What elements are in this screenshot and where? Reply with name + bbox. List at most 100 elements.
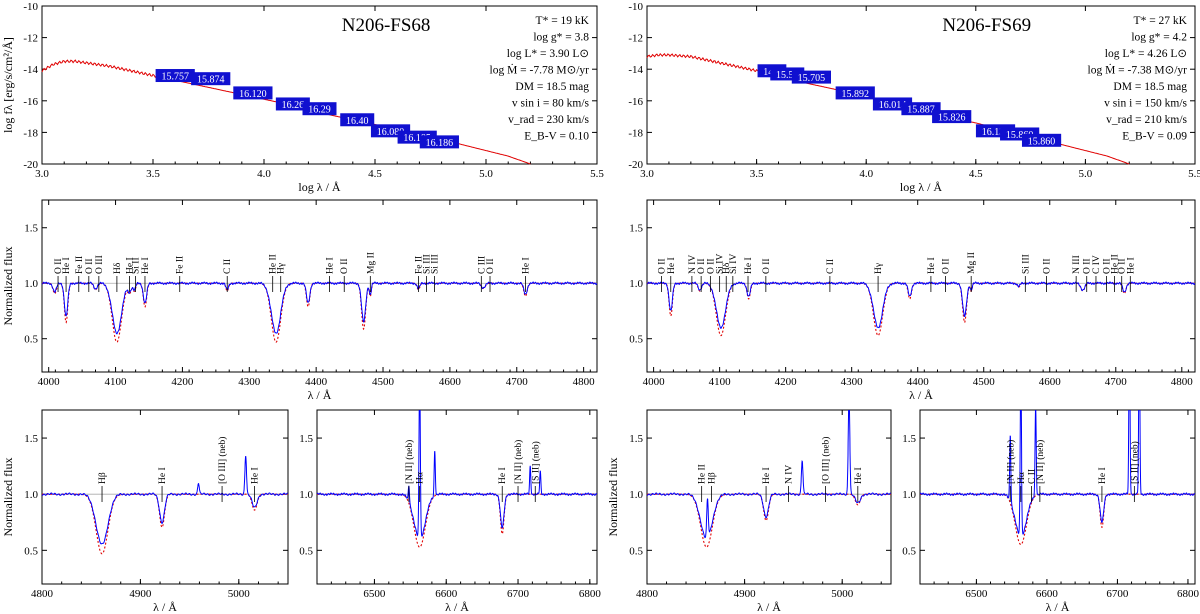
- sed_left-panel: 3.0 3.5 4.0 4.5 5.0 5.5 -20 -18 -16 -14 -12 -10 log …: [1, 1, 604, 194]
- sed_right-param: T* = 27 kK: [1134, 15, 1188, 27]
- sed_left-title: N206-FS68: [342, 15, 431, 36]
- hbeta_left-ytick-label: 1.0: [24, 489, 38, 501]
- blue_right-ytick-label: 1.5: [629, 223, 643, 235]
- halpha_left-ytick-label: 0.5: [299, 545, 313, 557]
- blue_right-xtick-label: 4700: [1105, 376, 1128, 388]
- sed_right-phot-label: 15.860: [1006, 130, 1034, 141]
- sed_left-xtick-label: 4.5: [368, 168, 382, 180]
- sed_left-model-line: [41, 59, 531, 165]
- sed_left-ytick-label: -16: [23, 96, 38, 108]
- hbeta_right-model-spectrum: [647, 493, 891, 548]
- halpha_right-line-label: C II: [1027, 469, 1037, 484]
- sed_left-frame: [41, 5, 598, 165]
- sed_right-ytick-label: -10: [628, 1, 643, 13]
- hbeta_right-ylabel: Normalized flux: [606, 458, 620, 537]
- blue_right-xtick-label: 4000: [643, 376, 666, 388]
- halpha_right-ytick-label: 0.5: [902, 545, 916, 557]
- blue_left-xtick-label: 4400: [305, 376, 328, 388]
- sed_left-phot-box: [302, 102, 337, 116]
- hbeta_left-xlabel: λ / Å: [153, 600, 177, 614]
- sed_right-ytick-label: -16: [628, 96, 643, 108]
- halpha_left-xtick-label: 6500: [363, 588, 386, 600]
- blue_left-line-label: C III: [477, 256, 487, 274]
- blue_left-xtick-label: 4700: [506, 376, 529, 388]
- halpha_right-xtick-label: 6800: [1177, 588, 1200, 600]
- halpha_left-xtick-label: 6800: [579, 588, 602, 600]
- blue_right-line-label: O II: [1118, 258, 1128, 274]
- blue_left-line-label: Fe II: [414, 256, 424, 274]
- blue_right-line-label: He I: [744, 257, 754, 274]
- hbeta_left-frame: [41, 409, 289, 585]
- hbeta_right-panel: 4800 4900 5000 0.5 1.0 1.5 λ / Å Normalized flu…: [606, 409, 892, 614]
- blue_left-line-label: O II: [85, 258, 95, 274]
- blue_right-line-label: O II: [762, 258, 772, 274]
- sed_right-phot-label: 16.014: [879, 100, 907, 111]
- hbeta_left-xtick-label: 4800: [31, 588, 54, 600]
- sed_right-phot-label: 15.860: [1028, 136, 1056, 147]
- sed_left-param: DM = 18.5 mag: [515, 81, 589, 93]
- sed_right-phot-label: 15.826: [938, 113, 966, 124]
- sed_right-ytick-label: -12: [628, 33, 643, 45]
- sed_right-param: v sin i = 150 km/s: [1104, 98, 1187, 110]
- sed_right-phot-box: [901, 102, 941, 116]
- hbeta_left-line-label: [O III] (neb): [217, 437, 228, 484]
- halpha_left-ytick-label: 1.5: [299, 433, 313, 445]
- hbeta_left-panel: 4800 4900 5000 0.5 1.0 1.5 λ / Å Normalized flu…: [1, 409, 289, 614]
- blue_left-frame: [41, 199, 598, 373]
- halpha_right-line-label: [N II] (neb): [1035, 440, 1046, 484]
- sed_left-phot-label: 15.757: [161, 72, 189, 83]
- blue_right-line-label: N IV: [688, 255, 698, 274]
- sed_right-ytick-label: -14: [628, 64, 643, 76]
- blue_right-line-label: O II: [1103, 258, 1113, 274]
- blue_left-line-label: Fe II: [176, 256, 186, 274]
- blue_right-line-label: C II: [826, 259, 836, 274]
- halpha_right-xlabel: λ / Å: [1046, 600, 1070, 614]
- sed_left-param: log L* = 3.90 L⊙: [507, 48, 589, 60]
- sed_right-ytick-label: -18: [628, 127, 643, 139]
- halpha_left-model-spectrum: [317, 493, 597, 548]
- blue_left-line-label: Hδ: [113, 262, 123, 274]
- halpha_left-xlabel: λ / Å: [445, 600, 469, 614]
- blue_left-line-label: O II: [54, 258, 64, 274]
- blue_right-xtick-label: 4200: [775, 376, 798, 388]
- halpha_right-line-label: [S II] (neb): [1129, 441, 1140, 484]
- hbeta_right-line-label: Hβ: [707, 472, 717, 484]
- hbeta_left-observed-spectrum: [42, 456, 288, 545]
- sed_left-xtick-label: 4.0: [257, 168, 271, 180]
- hbeta_right-line-label: N IV: [785, 465, 795, 484]
- sed_left-param: log g* = 3.8: [533, 32, 589, 44]
- halpha_left-ytick-label: 1.0: [299, 489, 313, 501]
- blue_left-line-label: Fe II: [75, 256, 85, 274]
- sed_left-phot-label: 16.40: [346, 116, 369, 127]
- sed_right-xlabel: log λ / Å: [900, 180, 942, 194]
- blue_left-xtick-label: 4800: [573, 376, 596, 388]
- blue_left-line-label: He I: [521, 257, 531, 274]
- halpha_right-ytick-label: 1.0: [902, 489, 916, 501]
- halpha_right-observed-spectrum: [920, 410, 1195, 535]
- halpha_left-line-label: [N II] (neb): [404, 440, 415, 484]
- blue_right-line-label: C IV: [1092, 255, 1102, 274]
- sed_left-phot-label: 16.185: [403, 133, 431, 144]
- blue_right-line-label: He II: [1110, 254, 1120, 274]
- hbeta_left-line-label: He I: [251, 467, 261, 484]
- hbeta_right-xtick-label: 4900: [734, 588, 757, 600]
- sed_right-phot-label: 15.892: [841, 89, 869, 100]
- sed_right-phot-label: 15.705: [798, 73, 826, 84]
- blue_right-line-label: O II: [1042, 258, 1052, 274]
- blue_right-xtick-label: 4500: [973, 376, 996, 388]
- blue_left-line-label: Si III: [422, 254, 432, 274]
- sed_left-param: T* = 19 kK: [536, 15, 590, 27]
- sed_left-phot-box: [275, 97, 310, 111]
- blue_left-line-label: He I: [141, 257, 151, 274]
- halpha_right-line-label: He I: [1098, 467, 1108, 484]
- halpha_left-line-label: [S II] (neb): [530, 441, 541, 484]
- sed_right-phot-box: [835, 86, 875, 100]
- blue_right-line-label: He I: [667, 257, 677, 274]
- sed_left-phot-box: [419, 135, 459, 149]
- sed_left-phot-label: 15.874: [197, 75, 225, 86]
- sed_right-frame: [646, 5, 1196, 165]
- sed_left-xtick-label: 3.5: [146, 168, 160, 180]
- sed_right-title: N206-FS69: [942, 15, 1031, 36]
- blue_left-ytick-label: 1.5: [24, 223, 38, 235]
